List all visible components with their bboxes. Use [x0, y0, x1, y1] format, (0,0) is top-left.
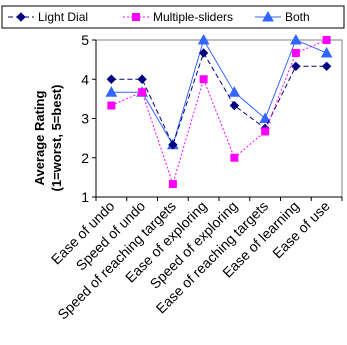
data-point [132, 13, 140, 21]
data-point [198, 48, 209, 58]
data-point [107, 101, 116, 110]
y-tick-label: 2 [81, 150, 89, 166]
data-point [261, 127, 270, 136]
legend-entry: Multiple-sliders [123, 10, 233, 24]
y-axis-title-sub: (1=worst, 5=best) [49, 85, 64, 192]
data-point [137, 74, 147, 84]
series-line [111, 51, 327, 147]
series-light-dial [106, 48, 332, 150]
data-point [291, 61, 301, 72]
legend-label: Multiple-sliders [153, 10, 233, 24]
data-point [199, 75, 208, 84]
data-point [321, 61, 332, 72]
legend: Light Dial Multiple-sliders Both [1, 5, 345, 29]
data-point [168, 140, 178, 150]
data-point [229, 100, 240, 111]
legend-entry: Both [255, 10, 310, 24]
series-layer [105, 33, 333, 189]
y-axis-title-main: Average Rating [32, 91, 47, 186]
data-point [106, 74, 117, 84]
legend-label: Both [285, 10, 310, 24]
data-point [168, 180, 177, 189]
data-point [16, 12, 26, 22]
data-point [259, 112, 271, 123]
data-point [320, 46, 333, 58]
series-line [111, 38, 327, 147]
data-point [230, 153, 239, 162]
data-point [322, 36, 331, 44]
y-tick-label: 5 [81, 32, 89, 48]
data-point [105, 86, 118, 97]
data-point [228, 86, 241, 97]
data-point [138, 88, 147, 97]
y-axis-title: Average Rating (1=worst, 5=best) [32, 85, 64, 192]
data-point [291, 48, 300, 57]
series-multiple-sliders [107, 36, 331, 189]
data-point [197, 33, 210, 45]
data-point [262, 10, 274, 22]
legend-box [1, 5, 345, 29]
data-point [290, 33, 302, 45]
y-tick-label: 4 [81, 71, 89, 87]
legend-label: Light Dial [38, 10, 88, 24]
y-tick-label: 1 [81, 189, 89, 205]
y-tick-label: 3 [81, 111, 89, 127]
legend-entry: Light Dial [8, 10, 88, 24]
series-line [111, 39, 327, 186]
